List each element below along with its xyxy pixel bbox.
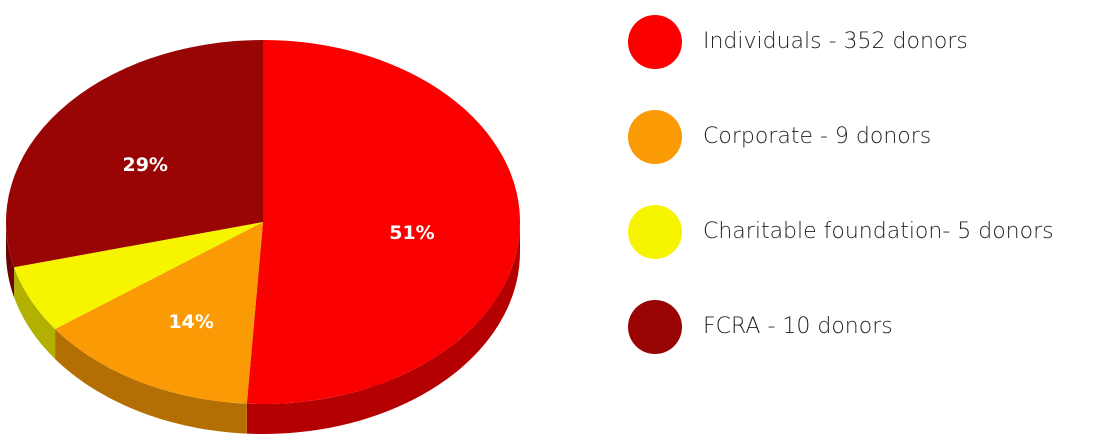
- legend-label: Individuals - 352 donors: [703, 29, 968, 54]
- legend-marker: [628, 300, 682, 354]
- slice-side: [6, 222, 15, 298]
- slice-label: 29%: [122, 154, 167, 176]
- slice: [5, 40, 263, 268]
- slice-label: 51%: [389, 222, 434, 244]
- slice: [246, 40, 520, 404]
- legend-marker: [628, 205, 682, 259]
- slice: [14, 222, 263, 329]
- legend-label: FCRA - 10 donors: [703, 314, 893, 339]
- legend-marker: [628, 110, 682, 164]
- legend-label: Charitable foundation- 5 donors: [703, 219, 1054, 244]
- slice-side: [55, 328, 247, 434]
- legend-marker: [628, 15, 682, 69]
- slice-side: [14, 267, 56, 359]
- slice-side: [246, 222, 520, 434]
- legend-label: Corporate - 9 donors: [703, 124, 931, 149]
- slice-label: 14%: [168, 311, 213, 333]
- slice: [55, 222, 263, 404]
